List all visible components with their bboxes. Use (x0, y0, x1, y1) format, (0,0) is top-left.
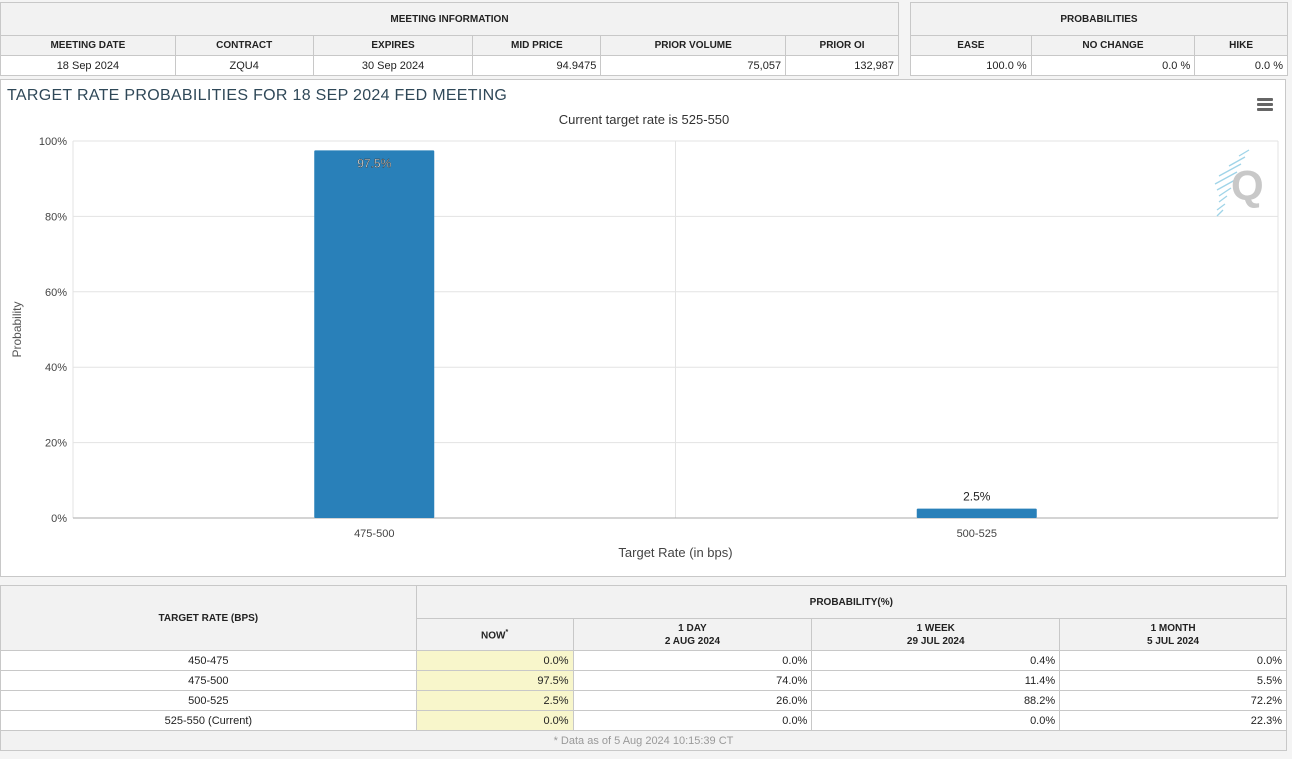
header-1-week-date: 29 JUL 2024 (906, 635, 965, 647)
month-cell: 72.2% (1059, 690, 1287, 711)
chart-labels: 0% 20% 40% 60% 80% 100% 475-500 97.5% 500-525 2.5… (10, 136, 997, 560)
now-cell: 0.0% (415, 650, 574, 671)
chart-bars (314, 150, 1037, 519)
x-tick-label: 500-525 (957, 528, 997, 540)
week-cell: 0.0% (811, 710, 1061, 731)
y-tick-label: 0% (51, 513, 67, 525)
header-1-month-label: 1 MONTH (1150, 622, 1196, 634)
header-1-week-label: 1 WEEK (916, 622, 955, 634)
chart-grid (72, 140, 1279, 519)
bar-chart: Q 0% 20% 40% 60% 80% 100% 475-500 97.5% 500-525 2… (10, 136, 1279, 560)
table-row: 475-500 97.5% 74.0% 11.4% 5.5% (0, 670, 1287, 691)
chart-subtitle: Current target rate is 525-550 (558, 112, 730, 127)
chart-title: TARGET RATE PROBABILITIES FOR 18 SEP 202… (7, 87, 508, 104)
ease-value: 100.0 % (910, 55, 1032, 76)
table-row: 525-550 (Current) 0.0% 0.0% 0.0% 22.3% (0, 710, 1287, 731)
q-logo-icon: Q (1214, 149, 1264, 217)
hamburger-menu-icon[interactable] (1257, 98, 1273, 111)
x-axis-title: Target Rate (in bps) (618, 545, 732, 560)
probabilities-title: PROBABILITIES (910, 2, 1288, 36)
month-cell: 5.5% (1059, 670, 1287, 691)
header-probability: PROBABILITY(%) (415, 585, 1288, 619)
header-1-day: 1 DAY 2 AUG 2024 (572, 618, 813, 651)
now-cell: 97.5% (415, 670, 574, 691)
data-timestamp-footnote: * Data as of 5 Aug 2024 10:15:39 CT (0, 730, 1287, 751)
header-1-day-label: 1 DAY (678, 622, 707, 634)
header-prior-volume: PRIOR VOLUME (600, 35, 787, 56)
y-tick-label: 20% (45, 438, 67, 450)
header-now-sup: * (505, 629, 509, 637)
day-cell: 74.0% (572, 670, 813, 691)
header-prior-oi: PRIOR OI (785, 35, 899, 56)
svg-text:Q: Q (1231, 162, 1264, 209)
week-cell: 11.4% (811, 670, 1061, 691)
header-1-day-date: 2 AUG 2024 (664, 635, 721, 647)
y-tick-label: 80% (45, 211, 67, 223)
header-meeting-date: MEETING DATE (0, 35, 176, 56)
rate-cell: 475-500 (0, 670, 417, 691)
month-cell: 22.3% (1059, 710, 1287, 731)
now-cell: 0.0% (415, 710, 574, 731)
data-label: 97.5% (357, 156, 391, 170)
header-now: NOW* (415, 618, 574, 651)
y-tick-label: 60% (45, 287, 67, 299)
meeting-date-value: 18 Sep 2024 (0, 55, 176, 76)
expires-value: 30 Sep 2024 (312, 55, 474, 76)
header-expires: EXPIRES (312, 35, 474, 56)
header-no-change: NO CHANGE (1030, 35, 1196, 56)
header-1-week: 1 WEEK 29 JUL 2024 (811, 618, 1061, 651)
rate-cell: 500-525 (0, 690, 417, 711)
header-target-rate: TARGET RATE (BPS) (0, 585, 417, 651)
no-change-value: 0.0 % (1030, 55, 1196, 76)
table-row: 450-475 0.0% 0.0% 0.4% 0.0% (0, 650, 1287, 671)
prior-volume-value: 75,057 (600, 55, 787, 76)
mid-price-value: 94.9475 (472, 55, 602, 76)
meeting-information-table: MEETING INFORMATION MEETING DATE CONTRAC… (0, 2, 899, 76)
now-cell: 2.5% (415, 690, 574, 711)
x-tick-label: 475-500 (354, 528, 394, 540)
header-contract: CONTRACT (174, 35, 314, 56)
rate-cell: 525-550 (Current) (0, 710, 417, 731)
header-ease: EASE (910, 35, 1032, 56)
bar (314, 150, 435, 519)
probabilities-table: PROBABILITIES EASE NO CHANGE HIKE 100.0 … (910, 2, 1288, 76)
hike-value: 0.0 % (1194, 55, 1288, 76)
table-row: 500-525 2.5% 26.0% 88.2% 72.2% (0, 690, 1287, 711)
header-mid-price: MID PRICE (472, 35, 602, 56)
data-label: 2.5% (963, 490, 991, 504)
prior-oi-value: 132,987 (785, 55, 899, 76)
week-cell: 88.2% (811, 690, 1061, 711)
month-cell: 0.0% (1059, 650, 1287, 671)
header-1-month: 1 MONTH 5 JUL 2024 (1059, 618, 1287, 651)
contract-value: ZQU4 (174, 55, 314, 76)
day-cell: 0.0% (572, 710, 813, 731)
target-rate-table: TARGET RATE (BPS) PROBABILITY(%) NOW* 1 … (0, 585, 1288, 751)
bar (916, 508, 1037, 518)
header-1-month-date: 5 JUL 2024 (1147, 635, 1200, 647)
y-axis-title: Probability (10, 301, 24, 357)
y-tick-label: 40% (45, 362, 67, 374)
chart-panel: Q 0% 20% 40% 60% 80% 100% 475-500 97.5% 500-525 2… (0, 79, 1286, 577)
header-now-label: NOW (481, 630, 506, 642)
y-tick-label: 100% (39, 136, 67, 148)
rate-cell: 450-475 (0, 650, 417, 671)
day-cell: 0.0% (572, 650, 813, 671)
day-cell: 26.0% (572, 690, 813, 711)
header-hike: HIKE (1194, 35, 1288, 56)
meeting-information-title: MEETING INFORMATION (0, 2, 899, 36)
week-cell: 0.4% (811, 650, 1061, 671)
